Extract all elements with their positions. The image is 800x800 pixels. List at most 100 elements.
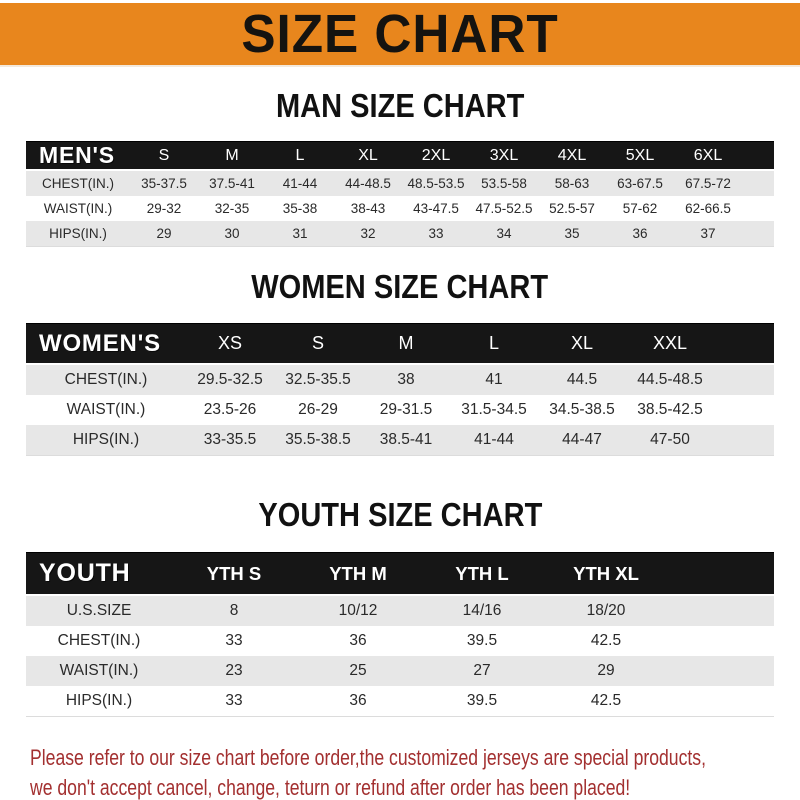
size-cell: 35-38 <box>282 201 318 216</box>
row-label: HIPS(IN.) <box>49 226 107 241</box>
column-header: XS <box>217 333 242 353</box>
row-label: CHEST(IN.) <box>42 176 114 191</box>
size-cell: 35.5-38.5 <box>285 431 351 448</box>
column-header: L <box>488 333 499 353</box>
table-corner-label: MEN'S <box>39 142 115 168</box>
youth-size-table: YOUTH YTH S YTH M YTH L YTH XL U.S.SIZE 8 10/12… <box>26 552 774 717</box>
size-cell: 33 <box>225 692 243 709</box>
size-cell: 26-29 <box>298 401 338 418</box>
size-section-men: MAN SIZE CHART MEN'S S M L XL 2XL 3XL 4XL 5XL 6XL… <box>0 87 800 247</box>
size-cell: 57-62 <box>622 201 658 216</box>
size-cell: 34.5-38.5 <box>549 401 615 418</box>
size-cell: 43-47.5 <box>413 201 459 216</box>
table-row: CHEST(IN.) 33 36 39.5 42.5 <box>26 626 774 656</box>
size-cell: 27 <box>473 662 491 679</box>
disclaimer-line-2: we don't accept cancel, change, teturn o… <box>30 775 631 800</box>
row-label: HIPS(IN.) <box>65 692 133 709</box>
size-cell: 53.5-58 <box>481 176 527 191</box>
table-row: WAIST(IN.) 29-32 32-35 35-38 38-43 43-47.5 47.… <box>26 196 774 221</box>
size-cell: 29 <box>156 226 172 241</box>
section-heading-text: MAN SIZE CHART <box>275 87 525 124</box>
size-cell: 41-44 <box>474 431 514 448</box>
size-cell: 36 <box>349 692 367 709</box>
size-section-women: WOMEN SIZE CHART WOMEN'S XS S M L XL XXL CHEST(… <box>0 268 800 456</box>
size-cell: 37 <box>700 226 716 241</box>
column-header: 3XL <box>489 146 519 164</box>
size-cell: 35 <box>564 226 580 241</box>
size-cell: 44.5-48.5 <box>637 371 703 388</box>
column-header: XXL <box>652 333 688 353</box>
size-cell: 31 <box>292 226 308 241</box>
size-cell: 63-67.5 <box>617 176 663 191</box>
table-corner-label: YOUTH <box>39 559 131 587</box>
size-cell: 33-35.5 <box>203 431 257 448</box>
size-chart-sections: MAN SIZE CHART MEN'S S M L XL 2XL 3XL 4XL 5XL 6XL… <box>0 87 800 717</box>
page-title: SIZE CHART <box>241 4 559 64</box>
size-cell: 39.5 <box>466 692 498 709</box>
column-header: 2XL <box>421 146 451 164</box>
column-header: YTH M <box>329 562 387 584</box>
size-cell: 58-63 <box>554 176 590 191</box>
table-row: U.S.SIZE 8 10/12 14/16 18/20 <box>26 596 774 626</box>
size-cell: 44-47 <box>562 431 602 448</box>
column-header: XL <box>570 333 594 353</box>
section-heading-text: YOUTH SIZE CHART <box>258 496 542 533</box>
column-header: XL <box>358 146 378 164</box>
size-cell: 41-44 <box>282 176 318 191</box>
size-cell: 23 <box>225 662 243 679</box>
column-header: YTH S <box>206 562 262 584</box>
size-cell: 44.5 <box>566 371 598 388</box>
size-cell: 38.5-41 <box>379 431 433 448</box>
column-header: S <box>158 146 170 164</box>
disclaimer: Please refer to our size chart before or… <box>30 743 800 800</box>
size-cell: 33 <box>428 226 444 241</box>
table-header-row: MEN'S S M L XL 2XL 3XL 4XL 5XL 6XL <box>26 141 774 171</box>
section-heading: MAN SIZE CHART <box>0 87 800 125</box>
size-cell: 52.5-57 <box>549 201 595 216</box>
size-cell: 36 <box>349 632 367 649</box>
table-row: HIPS(IN.) 33-35.5 35.5-38.5 38.5-41 41-44 44-… <box>26 425 774 455</box>
women-size-table: WOMEN'S XS S M L XL XXL CHEST(IN.) 29.5-32.5 32.5… <box>26 323 774 456</box>
size-cell: 8 <box>229 602 239 619</box>
row-label: CHEST(IN.) <box>57 632 141 649</box>
table-row: WAIST(IN.) 23 25 27 29 <box>26 656 774 686</box>
size-cell: 29.5-32.5 <box>197 371 263 388</box>
size-cell: 47.5-52.5 <box>475 201 533 216</box>
table-row: HIPS(IN.) 29 30 31 32 33 34 35 36 37 <box>26 221 774 246</box>
size-cell: 62-66.5 <box>685 201 731 216</box>
size-cell: 34 <box>496 226 512 241</box>
size-cell: 18/20 <box>586 602 626 619</box>
size-cell: 48.5-53.5 <box>407 176 465 191</box>
size-cell: 37.5-41 <box>209 176 255 191</box>
size-cell: 39.5 <box>466 632 498 649</box>
column-header: L <box>295 146 305 164</box>
column-header: YTH XL <box>573 562 639 584</box>
size-cell: 32-35 <box>214 201 250 216</box>
size-cell: 30 <box>224 226 240 241</box>
row-label: WAIST(IN.) <box>66 401 146 418</box>
size-cell: 67.5-72 <box>685 176 731 191</box>
column-header: 4XL <box>557 146 587 164</box>
size-cell: 29-32 <box>146 201 182 216</box>
size-cell: 32 <box>360 226 376 241</box>
size-chart-page: SIZE CHART MAN SIZE CHART MEN'S S M L XL 2XL 3… <box>0 3 800 800</box>
section-heading: YOUTH SIZE CHART <box>0 496 800 534</box>
row-label: U.S.SIZE <box>66 602 132 619</box>
column-header: 5XL <box>625 146 655 164</box>
size-cell: 36 <box>632 226 648 241</box>
column-header: M <box>398 333 414 353</box>
size-cell: 33 <box>225 632 243 649</box>
section-heading: WOMEN SIZE CHART <box>0 268 800 306</box>
column-header: S <box>311 333 324 353</box>
size-cell: 42.5 <box>590 632 622 649</box>
size-cell: 41 <box>485 371 503 388</box>
size-cell: 44-48.5 <box>345 176 391 191</box>
size-section-youth: YOUTH SIZE CHART YOUTH YTH S YTH M YTH L YTH… <box>0 496 800 717</box>
table-row: CHEST(IN.) 35-37.5 37.5-41 41-44 44-48.5 48.5… <box>26 171 774 196</box>
row-label: HIPS(IN.) <box>72 431 140 448</box>
size-cell: 29-31.5 <box>379 401 433 418</box>
men-size-table: MEN'S S M L XL 2XL 3XL 4XL 5XL 6XL CHEST(IN.) 35-37… <box>26 141 774 247</box>
column-header: YTH L <box>455 562 509 584</box>
column-header: M <box>225 146 239 164</box>
table-row: WAIST(IN.) 23.5-26 26-29 29-31.5 31.5-34.5 34… <box>26 395 774 425</box>
